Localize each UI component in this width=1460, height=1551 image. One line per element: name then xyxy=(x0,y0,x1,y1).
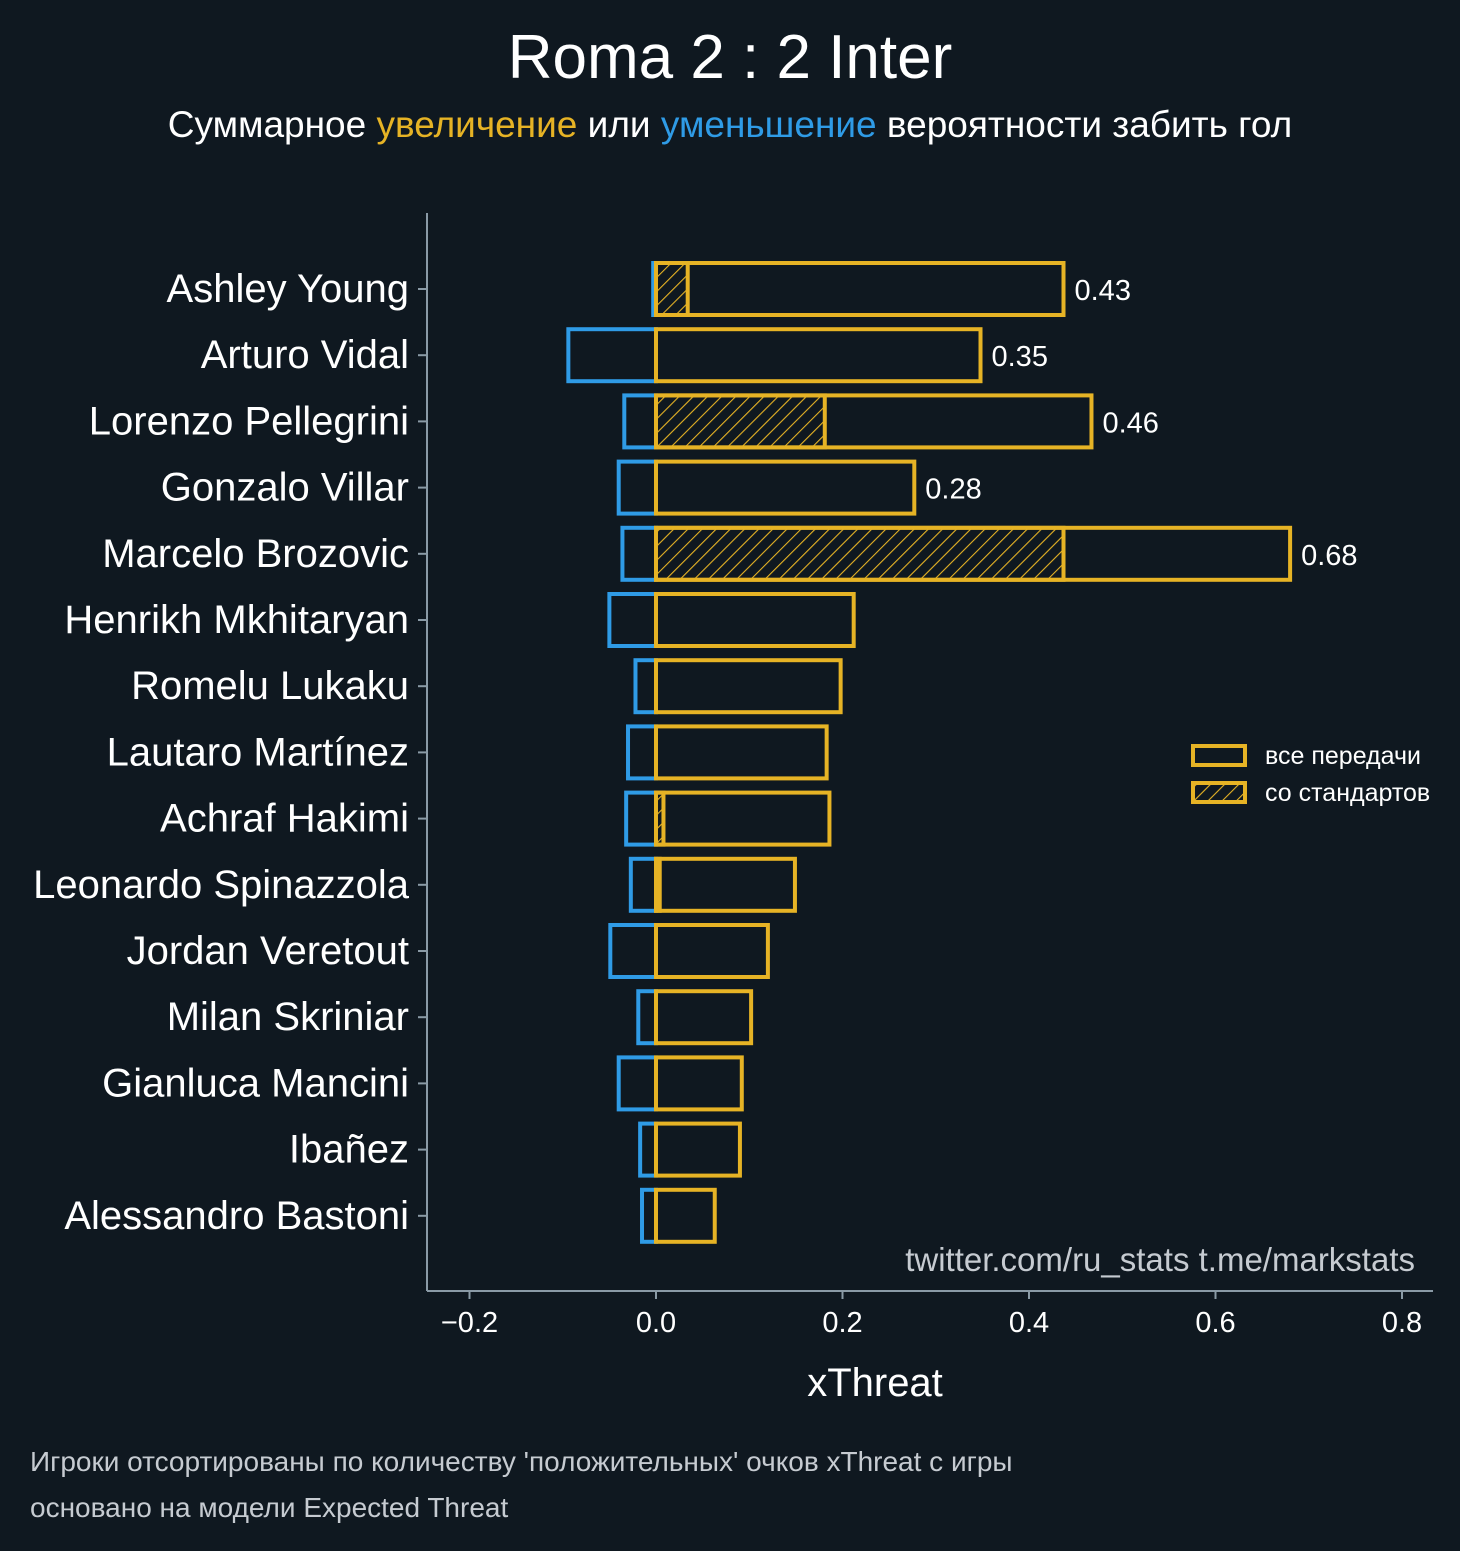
negative-bar xyxy=(633,658,658,715)
total-bar xyxy=(654,658,843,715)
value-label: 0.46 xyxy=(1102,407,1158,439)
negative-bar xyxy=(624,790,658,847)
legend: все передачи со стандартов xyxy=(1191,742,1430,807)
negative-bar xyxy=(638,1121,659,1178)
negative-bar xyxy=(620,525,658,582)
negative-bar xyxy=(640,1187,659,1244)
subtitle-positive-word: увеличение xyxy=(376,104,578,145)
subtitle-mid: или xyxy=(577,104,661,145)
footer-note-model: основано на модели Expected Threat xyxy=(30,1492,509,1523)
total-bar xyxy=(654,1187,717,1244)
total-bar xyxy=(654,1121,742,1178)
negative-bar xyxy=(626,724,659,781)
negative-bar xyxy=(607,592,658,648)
legend-label: со стандартов xyxy=(1265,779,1430,807)
value-label: 0.68 xyxy=(1301,540,1357,572)
axes xyxy=(418,213,1433,1299)
total-bar xyxy=(654,592,856,648)
labels: −0.2 0.0 0.2 0.4 0.6 0.8 Ashley Young 0.43 Artur… xyxy=(33,267,1422,1339)
player-label: Gonzalo Villar xyxy=(161,466,409,510)
chart-title: Roma 2 : 2 Inter xyxy=(507,23,953,92)
value-label: 0.28 xyxy=(925,474,981,506)
legend-swatch-outline xyxy=(1191,744,1247,767)
total-bar xyxy=(654,327,983,384)
total-bar xyxy=(654,856,797,913)
player-label: Alessandro Bastoni xyxy=(64,1194,409,1238)
negative-bar xyxy=(636,989,658,1046)
x-tick-label: −0.2 xyxy=(441,1307,498,1339)
x-tick-label: 0.2 xyxy=(822,1307,862,1339)
x-tick-label: 0.0 xyxy=(636,1307,676,1339)
player-label: Lautaro Martínez xyxy=(107,730,409,774)
negative-bar xyxy=(608,923,658,979)
negative-bar xyxy=(616,459,659,516)
value-label: 0.43 xyxy=(1075,275,1131,307)
total-bar xyxy=(654,525,1293,582)
chart-subtitle: Суммарное увеличение или уменьшение веро… xyxy=(0,104,1460,146)
footer-note-sorting: Игроки отсортированы по количеству 'поло… xyxy=(30,1446,1013,1477)
set-piece-bar xyxy=(654,261,690,317)
set-piece-bar xyxy=(654,393,827,450)
negative-bar xyxy=(622,393,658,450)
set-piece-bar xyxy=(654,525,1066,582)
value-label: 0.35 xyxy=(992,341,1048,373)
x-tick-label: 0.6 xyxy=(1195,1307,1235,1339)
subtitle-pre: Суммарное xyxy=(167,104,377,145)
player-label: Jordan Veretout xyxy=(127,929,409,973)
player-label: Ashley Young xyxy=(167,267,409,311)
total-bar xyxy=(654,989,754,1046)
negative-bar xyxy=(628,856,659,913)
total-bar xyxy=(654,393,1094,450)
player-label: Achraf Hakimi xyxy=(160,797,409,841)
watermark-text: twitter.com/ru_stats t.me/markstats xyxy=(905,1241,1415,1278)
player-label: Milan Skriniar xyxy=(167,995,409,1039)
total-bar xyxy=(654,1055,744,1112)
x-tick-label: 0.4 xyxy=(1009,1307,1049,1339)
legend-swatch-hatched xyxy=(1191,781,1247,804)
negative-bar xyxy=(566,327,658,384)
player-label: Henrikh Mkhitaryan xyxy=(64,598,409,642)
subtitle-negative-word: уменьшение xyxy=(660,104,877,145)
player-label: Gianluca Mancini xyxy=(102,1061,409,1105)
x-tick-label: 0.8 xyxy=(1382,1307,1422,1339)
player-label: Arturo Vidal xyxy=(201,333,409,377)
player-label: Romelu Lukaku xyxy=(131,664,409,708)
player-label: Marcelo Brozovic xyxy=(102,532,409,576)
total-bar xyxy=(654,790,832,847)
player-label: Leonardo Spinazzola xyxy=(33,863,410,907)
negative-bar xyxy=(616,1055,659,1112)
x-axis-label: xThreat xyxy=(807,1361,943,1405)
total-bar xyxy=(654,459,917,516)
legend-label: все передачи xyxy=(1265,742,1421,770)
bars xyxy=(566,261,1293,1244)
subtitle-post: вероятности забить гол xyxy=(876,104,1293,145)
player-label: Lorenzo Pellegrini xyxy=(89,399,409,443)
player-label: Ibañez xyxy=(289,1128,409,1172)
total-bar xyxy=(654,724,829,781)
total-bar xyxy=(654,261,1066,317)
total-bar xyxy=(654,923,770,979)
